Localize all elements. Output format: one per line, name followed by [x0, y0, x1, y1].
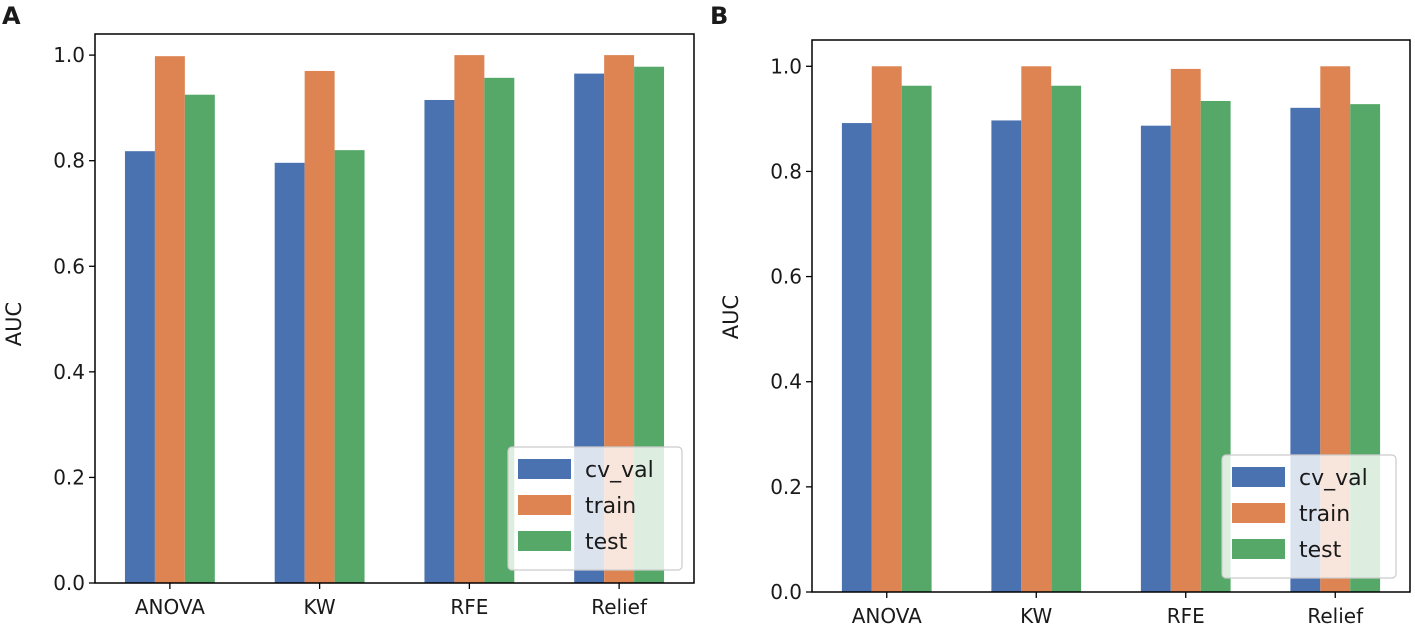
y-tick-label: 0.4 — [53, 360, 85, 384]
bar-cv-val-rfe — [424, 99, 455, 583]
bar-train-kw — [304, 70, 335, 584]
y-tick-label: 1.0 — [770, 54, 802, 78]
plot-frame-a — [94, 33, 695, 584]
x-tick-label-kw: KW — [304, 595, 336, 619]
legend-label-train: train — [1299, 502, 1350, 527]
bar-train-anova — [154, 56, 185, 584]
bar-cv-val-anova — [841, 123, 872, 592]
bar-test-kw — [1051, 85, 1082, 592]
y-axis-label-a: AUC — [2, 302, 26, 346]
y-tick-label: 0.0 — [770, 580, 802, 604]
y-tick-label: 0.2 — [770, 475, 802, 499]
legend-label-cv-val: cv_val — [585, 458, 654, 483]
panel-b: B AUC 0.0 0.2 0.4 0.6 0.8 1.0 ANOVA KW RFE Relief… — [710, 2, 1411, 628]
ticks-a: 0.0 0.2 0.4 0.6 0.8 1.0 ANOVA KW RFE Relief — [53, 43, 648, 619]
bar-test-anova — [184, 94, 215, 584]
x-tick-label-relief: Relief — [1307, 604, 1364, 628]
bar-train-rfe — [1170, 68, 1201, 592]
ticks-b: 0.0 0.2 0.4 0.6 0.8 1.0 ANOVA KW RFE Relief — [770, 54, 1364, 628]
bar-test-anova — [901, 85, 932, 592]
legend-swatch-train — [1232, 503, 1285, 523]
y-tick-label: 0.2 — [53, 465, 85, 489]
panel-a: A AUC 0.0 0.2 0.4 0.6 0.8 1.0 ANOVA KW RFE Relief… — [2, 2, 695, 619]
y-tick-label: 0.6 — [53, 254, 85, 278]
y-tick-label: 0.0 — [53, 571, 85, 595]
bar-cv-val-anova — [124, 151, 155, 584]
bar-train-anova — [871, 66, 902, 593]
bar-cv-val-kw — [991, 120, 1022, 592]
x-tick-label-rfe: RFE — [1167, 604, 1205, 628]
bars-b — [841, 66, 1381, 593]
x-tick-label-rfe: RFE — [450, 595, 488, 619]
plot-frame-b — [811, 39, 1411, 593]
panel-letter-a: A — [2, 2, 21, 30]
y-tick-label: 0.8 — [53, 149, 85, 173]
panel-letter-b: B — [710, 2, 728, 30]
y-tick-label: 1.0 — [53, 43, 85, 67]
legend-swatch-train — [518, 495, 571, 515]
legend-label-test: test — [1299, 538, 1342, 563]
x-tick-label-anova: ANOVA — [852, 604, 922, 628]
x-tick-label-kw: KW — [1020, 604, 1052, 628]
y-tick-label: 0.4 — [770, 370, 802, 394]
bar-cv-val-kw — [274, 162, 305, 584]
legend-label-test: test — [585, 530, 628, 555]
y-tick-label: 0.6 — [770, 265, 802, 289]
bar-train-kw — [1021, 66, 1052, 593]
bar-cv-val-rfe — [1140, 125, 1171, 592]
legend-label-cv-val: cv_val — [1299, 466, 1368, 491]
x-tick-label-relief: Relief — [591, 595, 648, 619]
legend-swatch-test — [1232, 539, 1285, 559]
legend-swatch-cv-val — [518, 459, 571, 479]
legend-swatch-test — [518, 531, 571, 551]
x-tick-label-anova: ANOVA — [135, 595, 205, 619]
y-tick-label: 0.8 — [770, 159, 802, 183]
y-axis-label-b: AUC — [719, 295, 743, 339]
legend-label-train: train — [585, 494, 636, 519]
legend-swatch-cv-val — [1232, 467, 1285, 487]
bar-train-rfe — [454, 55, 485, 584]
bar-test-kw — [334, 150, 365, 583]
